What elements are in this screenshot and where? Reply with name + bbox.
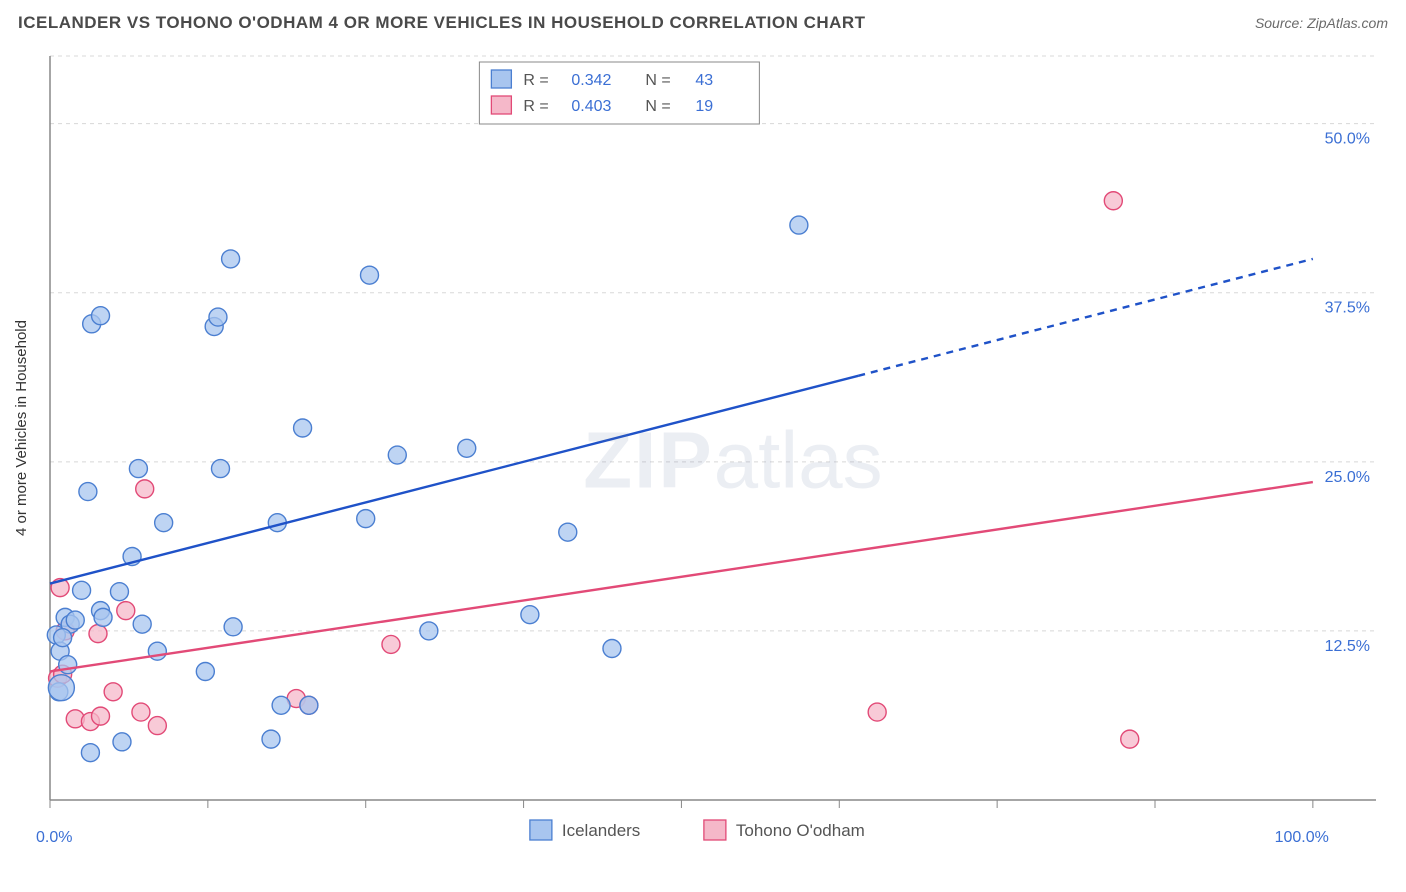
- trend-line: [50, 376, 858, 584]
- y-axis-label: 4 or more Vehicles in Household: [13, 320, 30, 536]
- data-point: [155, 514, 173, 532]
- legend-n-label: N =: [645, 98, 670, 115]
- y-tick-label: 25.0%: [1325, 469, 1370, 486]
- data-point: [559, 523, 577, 541]
- data-point: [66, 611, 84, 629]
- data-point: [54, 629, 72, 647]
- legend-n-value: 43: [695, 72, 713, 89]
- data-point: [129, 460, 147, 478]
- header: ICELANDER VS TOHONO O'ODHAM 4 OR MORE VE…: [0, 0, 1406, 38]
- data-point: [521, 606, 539, 624]
- legend-r-label: R =: [523, 72, 548, 89]
- data-point: [104, 683, 122, 701]
- data-point: [222, 250, 240, 268]
- data-point: [294, 419, 312, 437]
- trend-line-extrapolated: [858, 259, 1313, 376]
- data-point: [357, 510, 375, 528]
- data-point: [48, 675, 74, 701]
- data-point: [458, 439, 476, 457]
- legend-r-value: 0.342: [571, 72, 611, 89]
- chart-container: 12.5% 25.0% 37.5% 50.0% 0.0% 100.0% 4 or more …: [0, 38, 1406, 892]
- data-point: [148, 717, 166, 735]
- data-point: [209, 308, 227, 326]
- y-tick-label: 50.0%: [1325, 131, 1370, 148]
- data-point: [92, 707, 110, 725]
- data-point: [300, 696, 318, 714]
- y-tick-label: 12.5%: [1325, 638, 1370, 655]
- data-point: [361, 266, 379, 284]
- trend-line: [50, 482, 1313, 671]
- data-point: [94, 608, 112, 626]
- data-point: [603, 639, 621, 657]
- data-point: [136, 480, 154, 498]
- y-tick-label: 37.5%: [1325, 300, 1370, 317]
- legend-swatch: [704, 820, 726, 840]
- chart-title: ICELANDER VS TOHONO O'ODHAM 4 OR MORE VE…: [18, 13, 866, 33]
- legend-swatch: [491, 96, 511, 114]
- legend-n-value: 19: [695, 98, 713, 115]
- data-point: [211, 460, 229, 478]
- data-point: [272, 696, 290, 714]
- data-point: [132, 703, 150, 721]
- data-point: [117, 602, 135, 620]
- data-point: [262, 730, 280, 748]
- data-point: [224, 618, 242, 636]
- legend-r-value: 0.403: [571, 98, 611, 115]
- data-point: [73, 581, 91, 599]
- data-point: [110, 583, 128, 601]
- legend-label: Icelanders: [562, 821, 640, 840]
- x-max-label: 100.0%: [1275, 829, 1329, 846]
- legend-n-label: N =: [645, 72, 670, 89]
- legend-r-label: R =: [523, 98, 548, 115]
- legend-swatch: [491, 70, 511, 88]
- data-point: [868, 703, 886, 721]
- data-point: [388, 446, 406, 464]
- data-point: [81, 744, 99, 762]
- source-attribution: Source: ZipAtlas.com: [1255, 15, 1388, 31]
- scatter-chart: 12.5% 25.0% 37.5% 50.0% 0.0% 100.0% 4 or more …: [0, 38, 1406, 892]
- stats-legend-box: [479, 62, 759, 124]
- data-point: [1104, 192, 1122, 210]
- data-point: [790, 216, 808, 234]
- data-point: [79, 483, 97, 501]
- legend-label: Tohono O'odham: [736, 821, 865, 840]
- data-point: [382, 635, 400, 653]
- data-point: [1121, 730, 1139, 748]
- x-min-label: 0.0%: [36, 829, 72, 846]
- data-point: [92, 307, 110, 325]
- legend-swatch: [530, 820, 552, 840]
- data-point: [113, 733, 131, 751]
- data-point: [59, 656, 77, 674]
- data-point: [196, 662, 214, 680]
- data-point: [420, 622, 438, 640]
- data-point: [133, 615, 151, 633]
- data-point: [89, 625, 107, 643]
